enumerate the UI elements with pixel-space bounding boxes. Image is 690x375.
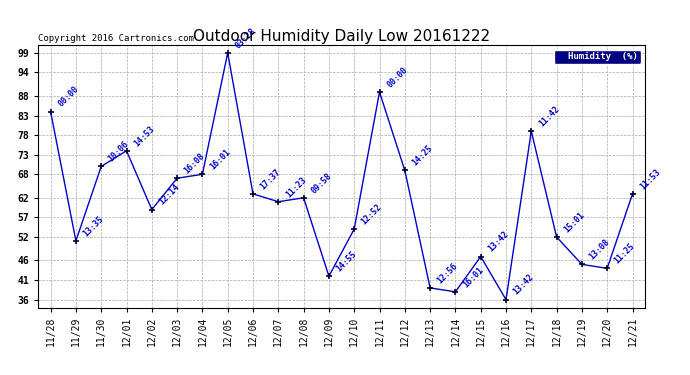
- Text: 13:42: 13:42: [486, 230, 511, 254]
- Text: Copyright 2016 Cartronics.com: Copyright 2016 Cartronics.com: [38, 34, 194, 43]
- Text: 11:53: 11:53: [638, 167, 662, 191]
- Text: 14:53: 14:53: [132, 124, 156, 148]
- Text: 16:01: 16:01: [208, 147, 232, 171]
- Text: 13:08: 13:08: [587, 238, 611, 262]
- Text: 14:25: 14:25: [411, 144, 435, 168]
- Text: 11:23: 11:23: [284, 175, 308, 199]
- Text: 17:37: 17:37: [259, 167, 283, 191]
- Legend: Humidity  (%): Humidity (%): [553, 50, 640, 64]
- Text: 09:58: 09:58: [309, 171, 333, 195]
- Text: 16:01: 16:01: [461, 265, 485, 289]
- Text: 00:00: 00:00: [385, 65, 409, 89]
- Text: 13:42: 13:42: [511, 273, 535, 297]
- Text: 16:08: 16:08: [183, 152, 207, 176]
- Text: 12:56: 12:56: [435, 261, 460, 285]
- Text: 12:52: 12:52: [359, 202, 384, 226]
- Text: 13:35: 13:35: [81, 214, 106, 238]
- Text: 10:06: 10:06: [107, 140, 131, 164]
- Text: 15:01: 15:01: [562, 210, 586, 234]
- Text: 11:25: 11:25: [613, 242, 637, 266]
- Text: 12:14: 12:14: [157, 183, 181, 207]
- Text: 00:00: 00:00: [56, 85, 80, 109]
- Title: Outdoor Humidity Daily Low 20161222: Outdoor Humidity Daily Low 20161222: [193, 29, 490, 44]
- Text: 03:28: 03:28: [233, 26, 257, 50]
- Text: 14:55: 14:55: [335, 249, 359, 273]
- Text: 11:42: 11:42: [537, 104, 561, 128]
